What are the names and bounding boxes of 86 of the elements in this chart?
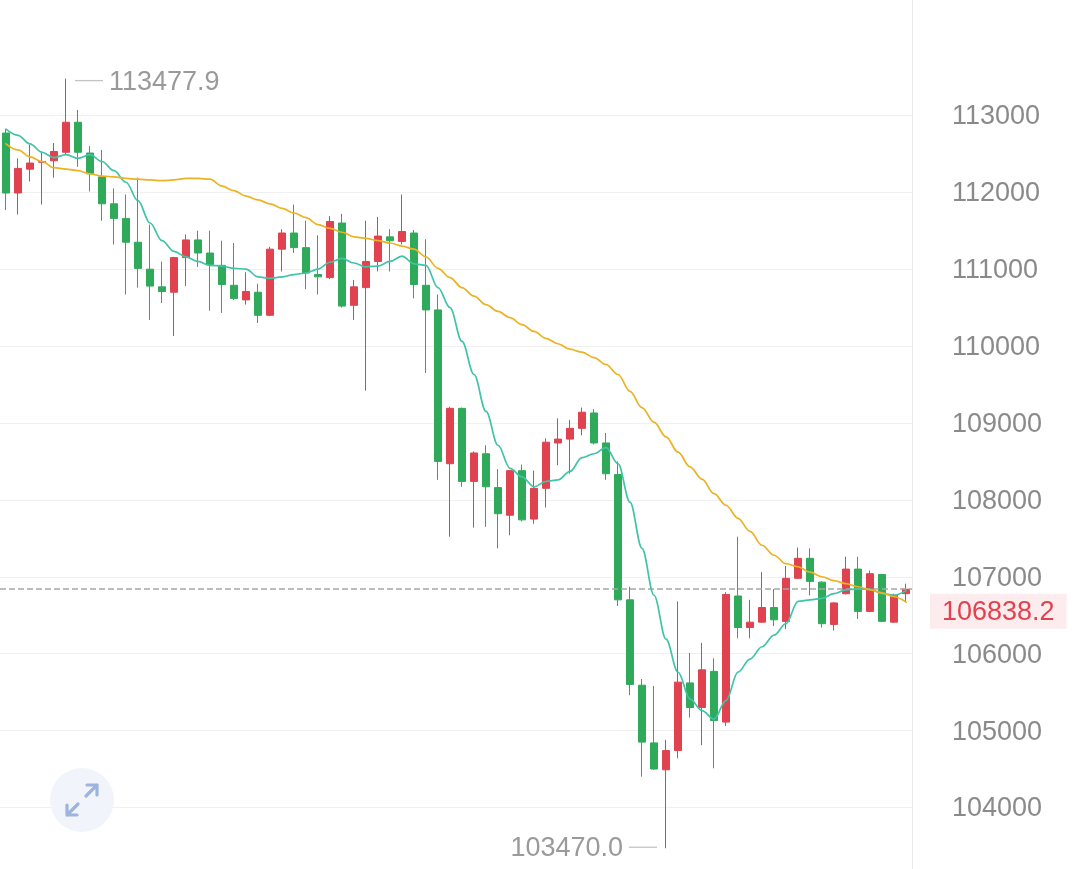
candlestick xyxy=(98,149,106,222)
candlestick xyxy=(578,407,586,436)
candlestick xyxy=(278,228,286,272)
candlestick xyxy=(446,406,454,538)
candlestick xyxy=(674,600,682,759)
candlestick xyxy=(746,599,754,639)
candlestick xyxy=(542,437,550,509)
line-series xyxy=(5,128,907,720)
candlestick xyxy=(806,547,814,596)
y-tick-label: 105000 xyxy=(952,715,1043,746)
candlestick xyxy=(434,294,442,481)
candlestick xyxy=(302,220,310,290)
y-tick-label: 108000 xyxy=(952,484,1043,515)
candlestick xyxy=(638,678,646,778)
y-tick-label: 104000 xyxy=(952,792,1043,823)
y-tick-label: 112000 xyxy=(952,177,1041,208)
candlestick xyxy=(14,157,22,216)
candlestick xyxy=(2,128,10,211)
candlestick xyxy=(602,432,610,481)
candlestick xyxy=(866,570,874,613)
candlestick xyxy=(506,469,514,536)
y-tick-label: 106000 xyxy=(952,638,1043,669)
candlestick xyxy=(698,642,706,746)
candlestick xyxy=(662,739,670,849)
annotation: 103470.0 xyxy=(510,832,623,863)
candlestick xyxy=(26,144,34,182)
candlestick xyxy=(62,78,70,156)
candlestick xyxy=(134,177,142,289)
y-tick-label: 111000 xyxy=(952,254,1039,285)
candlestick xyxy=(530,470,538,525)
candlestick xyxy=(722,591,730,727)
candlestick xyxy=(854,556,862,620)
candlestick xyxy=(374,216,382,272)
annotation: 113477.9 xyxy=(109,65,220,96)
candlestick xyxy=(614,460,622,607)
candlestick xyxy=(794,547,802,580)
y-tick-label: 110000 xyxy=(952,331,1041,362)
candlestick xyxy=(650,685,658,771)
candlestick xyxy=(518,463,526,522)
candlestick xyxy=(122,194,130,296)
line-series xyxy=(5,142,907,603)
candlestick xyxy=(182,234,190,287)
candlestick xyxy=(830,601,838,632)
candlestick xyxy=(470,450,478,529)
candlestick xyxy=(590,408,598,445)
candlestick xyxy=(314,234,322,296)
y-tick-label: 107000 xyxy=(952,561,1043,592)
candlestick xyxy=(878,573,886,623)
candlestick xyxy=(554,417,562,466)
candlestick xyxy=(422,238,430,374)
candlestick xyxy=(458,407,466,488)
candlestick xyxy=(206,230,214,312)
candlestick xyxy=(362,220,370,392)
ref-line-label: 106838.2 xyxy=(942,596,1055,627)
candlestick xyxy=(782,565,790,630)
y-tick-label: 113000 xyxy=(952,100,1041,131)
candlestick xyxy=(734,536,742,639)
candlestick xyxy=(890,593,898,624)
candlestick xyxy=(818,580,826,629)
candlestick xyxy=(482,444,490,528)
candlestick xyxy=(398,194,406,246)
candlestick xyxy=(158,260,166,304)
y-tick-label: 109000 xyxy=(952,407,1043,438)
candlestick xyxy=(194,230,202,268)
candlestick xyxy=(254,283,262,324)
candlestick xyxy=(230,242,238,301)
candlestick xyxy=(626,586,634,696)
candlestick xyxy=(710,657,718,769)
candlestick xyxy=(350,279,358,321)
candlestick xyxy=(686,652,694,718)
candlestick xyxy=(566,419,574,475)
candlestick xyxy=(74,109,82,168)
candlestick xyxy=(170,256,178,337)
candlestick xyxy=(770,588,778,627)
candlestick xyxy=(494,468,502,549)
candlestick xyxy=(242,271,250,306)
candlestick xyxy=(146,224,154,321)
candlestick xyxy=(758,571,766,624)
candlestick xyxy=(110,187,118,246)
candlestick xyxy=(290,204,298,254)
candlestick xyxy=(218,240,226,314)
candlestick xyxy=(386,228,394,272)
candlestick xyxy=(410,229,418,299)
candlestick xyxy=(266,246,274,317)
candlestick xyxy=(326,215,334,280)
candlestick xyxy=(338,213,346,309)
